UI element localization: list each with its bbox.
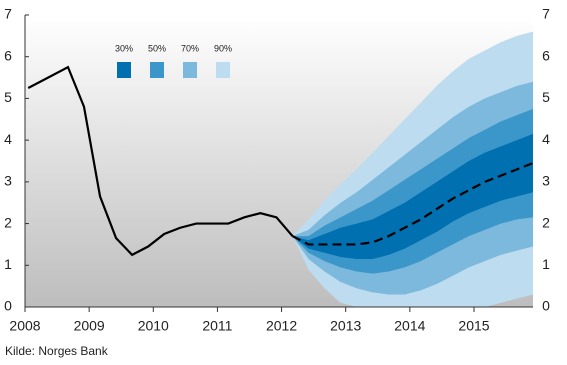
- y2-tick-label: 1: [542, 256, 550, 272]
- x-tick-label: 2014: [394, 318, 425, 334]
- y2-tick-label: 2: [542, 214, 550, 230]
- y2-tick-label: 0: [542, 298, 550, 314]
- y-tick-label: 2: [4, 214, 12, 230]
- legend-swatch: [216, 62, 230, 78]
- legend-label: 70%: [181, 43, 199, 53]
- y-tick-label: 6: [4, 47, 12, 63]
- x-tick-label: 2015: [458, 318, 489, 334]
- y2-tick-label: 4: [542, 131, 550, 147]
- y-tick-label: 5: [4, 89, 12, 105]
- legend-label: 30%: [115, 43, 133, 53]
- fan-band: [292, 133, 533, 260]
- y2-tick-label: 7: [542, 6, 550, 22]
- y-tick-label: 4: [4, 131, 12, 147]
- x-tick-label: 2011: [202, 318, 232, 334]
- x-tick-label: 2012: [266, 318, 297, 334]
- x-tick-label: 2013: [330, 318, 361, 334]
- legend-swatch: [117, 62, 131, 78]
- x-tick-label: 2008: [9, 318, 40, 334]
- y2-tick-label: 3: [542, 173, 550, 189]
- source: Kilde: Norges Bank: [5, 344, 109, 358]
- y-tick-label: 7: [4, 6, 12, 22]
- legend-label: 90%: [214, 43, 232, 53]
- y-tick-label: 3: [4, 173, 12, 189]
- history-line: [27, 65, 294, 257]
- legend-swatch: [150, 62, 164, 78]
- legend-label: 50%: [148, 43, 166, 53]
- x-tick-label: 2009: [74, 318, 105, 334]
- x-tick-label: 2010: [138, 318, 169, 334]
- legend-swatch: [183, 62, 197, 78]
- y-tick-label: 1: [4, 256, 12, 272]
- y-tick-label: 0: [4, 298, 12, 314]
- y2-tick-label: 5: [542, 89, 550, 105]
- forecast-line: [291, 162, 534, 246]
- y2-tick-label: 6: [542, 47, 550, 63]
